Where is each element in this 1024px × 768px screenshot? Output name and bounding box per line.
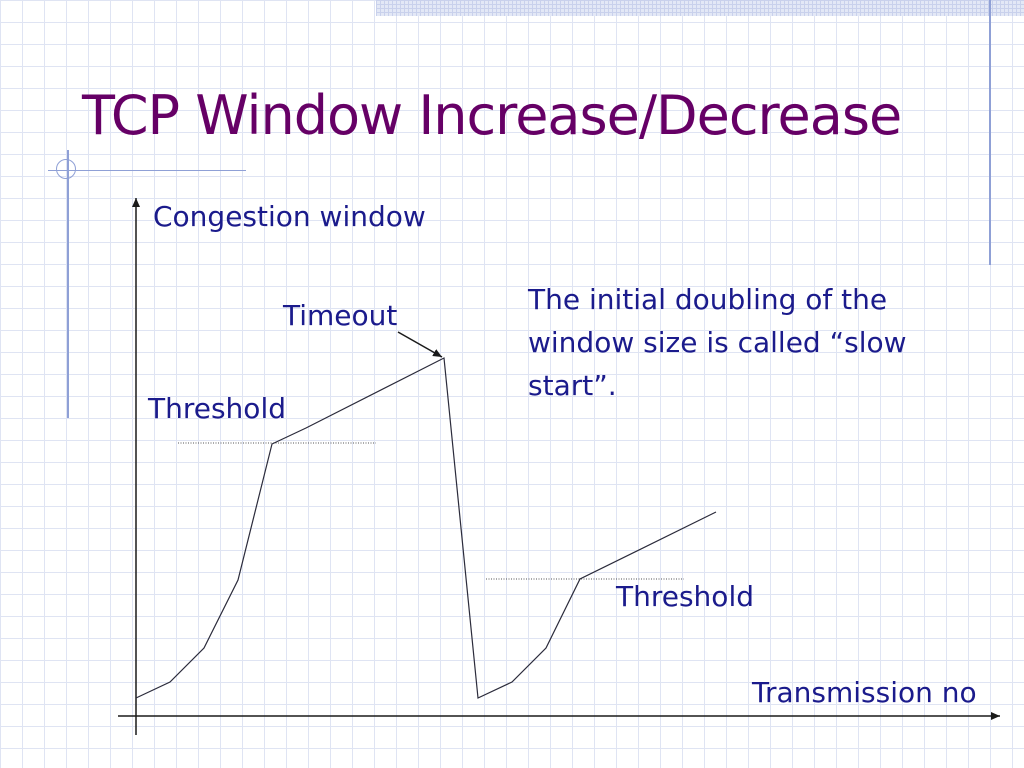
congestion-window-curve [135,357,717,699]
threshold-label-second: Threshold [616,580,754,613]
left-decorative-line [67,150,69,418]
timeout-arrow [397,331,443,358]
decorative-circle-icon [56,159,76,179]
top-decorative-band [376,0,1024,16]
slow-start-note: The initial doubling of the window size … [528,283,907,402]
right-decorative-line [989,0,991,265]
y-axis-label: Congestion window [153,200,426,233]
slide-title: TCP Window Increase/Decrease [82,84,902,147]
threshold-label-first: Threshold [148,392,286,425]
timeout-label: Timeout [283,299,398,332]
title-underline [48,170,246,171]
x-axis-label: Transmission no [752,676,977,709]
